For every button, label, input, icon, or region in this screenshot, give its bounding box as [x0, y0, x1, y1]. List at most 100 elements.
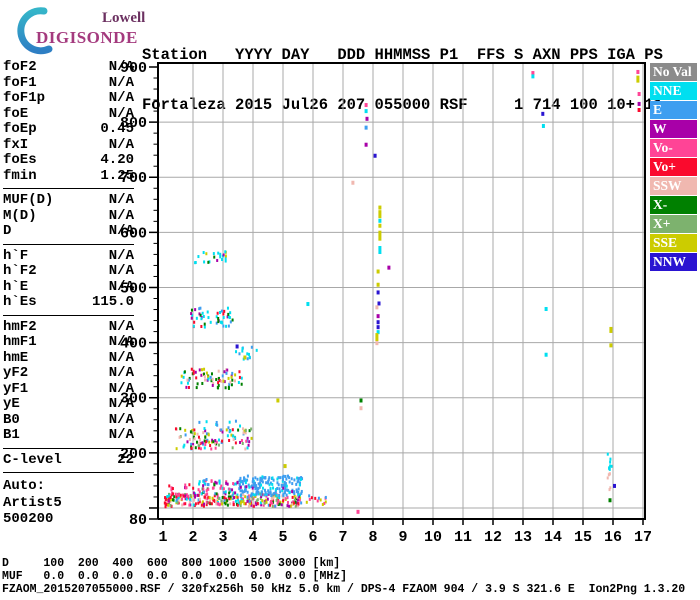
param-row: M(D) N/A	[3, 208, 134, 225]
echo-dot	[224, 492, 227, 496]
echo-dot	[247, 443, 250, 447]
param-value: N/A	[108, 411, 134, 428]
param-row: h`F2 N/A	[3, 263, 134, 280]
echo-dot	[233, 496, 236, 500]
echo-dot	[609, 457, 612, 461]
echo-dot	[319, 498, 322, 502]
echo-dot	[201, 500, 204, 504]
echo-dot	[289, 504, 292, 508]
echo-dot	[165, 496, 168, 500]
echo-dot	[205, 477, 208, 481]
echo-dot	[264, 490, 267, 494]
echo-dot	[610, 464, 613, 468]
echo-dot	[279, 490, 282, 494]
echo-point	[375, 341, 379, 346]
echo-dot	[238, 370, 241, 374]
echo-dot	[164, 498, 167, 502]
echo-dot	[224, 256, 227, 260]
echo-dot	[179, 427, 182, 431]
echo-point	[375, 333, 379, 342]
echo-dot	[228, 497, 231, 501]
echo-dot	[231, 428, 234, 432]
echo-dot	[207, 495, 210, 499]
echo-dot	[190, 367, 193, 371]
echo-dot	[293, 498, 296, 502]
echo-dot	[300, 489, 303, 493]
echo-dot	[186, 440, 189, 444]
echo-dot	[198, 438, 201, 442]
echo-dot	[210, 440, 213, 444]
echo-dot	[242, 431, 245, 435]
separator-line	[3, 447, 134, 449]
echo-dot	[220, 484, 223, 488]
doppler-direction-legend: No Val NNE E W Vo- Vo+ SSW X- X+ SSE NNW	[650, 63, 697, 272]
param-value: N/A	[108, 247, 134, 264]
echo-dot	[238, 375, 241, 379]
echo-dot	[212, 498, 215, 502]
echo-dot	[188, 376, 191, 380]
echo-dot	[211, 377, 214, 381]
echo-dot	[210, 447, 213, 451]
echo-dot	[234, 373, 237, 377]
echo-dot	[188, 500, 191, 504]
x-tick-label: 14	[544, 529, 562, 546]
echo-dot	[234, 436, 237, 440]
param-row: C-level 22	[3, 451, 134, 469]
echo-dot	[218, 503, 221, 507]
echo-dot	[229, 489, 232, 493]
echo-dot	[270, 499, 273, 503]
param-row: h`Es 115.0	[3, 294, 134, 311]
echo-dot	[221, 321, 224, 325]
echo-dot	[224, 250, 227, 254]
echo-dot	[217, 369, 220, 373]
echo-dot	[203, 367, 206, 371]
echo-dot	[232, 434, 235, 438]
echo-dot	[324, 495, 327, 499]
echo-dot	[229, 311, 232, 315]
echo-dot	[255, 491, 258, 495]
param-value: N/A	[108, 105, 134, 122]
echo-dot	[291, 502, 294, 506]
echo-dot	[191, 431, 194, 435]
param-value: 115.0	[91, 294, 134, 310]
echo-dot	[286, 474, 289, 478]
echo-point	[637, 107, 641, 112]
echo-dot	[256, 498, 259, 502]
left-panel: foF2 N/A foF1 N/A foF1p N/A foE N/A foEp 0.45 fxI N…	[3, 59, 134, 528]
param-row: foF2 N/A	[3, 59, 134, 76]
echo-dot	[171, 491, 174, 495]
echo-dot	[295, 503, 298, 507]
echo-dot	[170, 504, 173, 508]
echo-dot	[215, 378, 218, 382]
echo-dot	[193, 494, 196, 498]
param-row: foEs 4.20	[3, 152, 134, 169]
echo-dot	[253, 493, 256, 497]
header-line-values: Fortaleza 2015 Jul26 207 055000 RSF 1 71…	[142, 95, 663, 114]
echo-dot	[168, 484, 171, 488]
echo-dot	[267, 503, 270, 507]
logo-lowell-text: Lowell	[102, 10, 146, 26]
echo-dot	[194, 308, 197, 312]
echo-dot	[228, 420, 231, 424]
echo-dot	[213, 494, 216, 498]
echo-dot	[239, 489, 242, 493]
echo-dot	[217, 251, 220, 255]
echo-dot	[170, 488, 173, 492]
echo-dot	[281, 485, 284, 489]
echo-point	[387, 265, 391, 270]
x-tick-label: 4	[248, 529, 257, 546]
echo-dot	[276, 501, 279, 505]
echo-dot	[294, 500, 297, 504]
echo-dot	[606, 452, 609, 456]
echo-dot	[250, 427, 253, 431]
header-block: Station YYYY DAY DDD HHMMSS P1 FFS S AXN…	[142, 14, 663, 130]
echo-dot	[248, 485, 251, 489]
echo-dot	[243, 502, 246, 506]
echo-dot	[324, 500, 327, 504]
echo-dot	[259, 497, 262, 501]
echo-dot	[197, 501, 200, 505]
echo-dot	[219, 252, 222, 256]
echo-dot	[202, 431, 205, 435]
param-value: 22	[117, 451, 134, 468]
echo-dot	[195, 376, 198, 380]
